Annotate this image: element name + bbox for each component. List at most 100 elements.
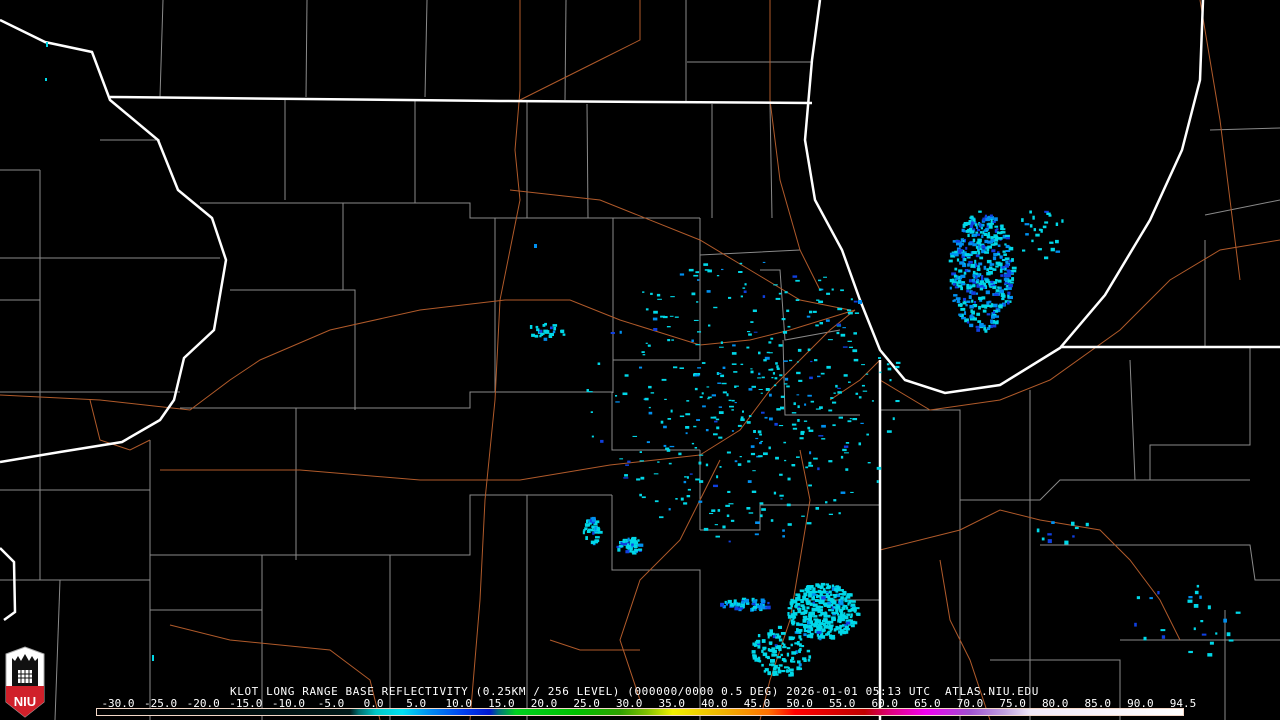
echo [961,255,966,258]
echo [977,320,982,323]
echo [985,290,990,295]
highway [699,309,856,456]
echo [879,371,882,374]
echo [1002,250,1006,253]
echo [963,271,967,275]
echo [770,337,774,340]
echo [842,624,846,627]
echo [871,400,874,402]
echo [766,656,770,660]
echo [806,649,811,653]
echo [750,370,754,374]
echo [726,393,729,397]
echo [977,248,980,253]
echo [615,401,620,403]
echo [990,303,994,307]
echo [1006,284,1009,288]
echo [1007,287,1012,290]
echo [820,372,825,375]
echo [965,246,968,250]
echo [707,269,712,273]
echo [840,617,845,622]
echo [961,283,966,286]
echo [666,449,671,452]
echo [842,604,845,608]
echo [694,374,700,377]
echo [867,462,871,464]
echo [997,286,1000,289]
echo [691,339,694,343]
echo [586,530,591,534]
echo [761,639,766,643]
echo [1188,650,1193,654]
echo [802,606,806,611]
echo [625,550,630,554]
echo [754,657,759,662]
echo [760,605,763,609]
echo [779,494,784,497]
echo [777,625,783,629]
echo [972,273,976,278]
highway [169,624,381,720]
echo [1006,273,1011,278]
echo [668,508,671,511]
echo [996,231,1000,234]
echo [667,418,672,420]
echo [955,297,961,301]
echo [786,647,791,650]
echo [742,287,746,289]
echo [807,658,811,662]
scale-label: 55.0 [828,697,856,710]
echo [620,541,624,545]
echo [740,605,745,609]
echo [979,231,983,234]
echo [821,596,826,600]
echo [715,535,721,538]
echo [726,514,730,518]
echo [819,585,823,590]
echo [986,313,991,316]
echo [837,391,842,394]
echo [811,596,816,601]
echo [969,224,974,229]
echo [753,430,756,433]
echo [851,600,856,603]
echo [770,519,774,522]
echo [983,282,987,287]
echo [982,230,985,235]
echo [957,241,962,245]
county-border [1129,347,1251,481]
echo [986,281,991,284]
echo [1011,258,1014,262]
echo [828,608,832,612]
echo [694,387,698,391]
echo [631,536,637,540]
echo [835,603,841,607]
echo [800,432,805,435]
echo [791,622,795,626]
echo [956,275,959,278]
echo [800,600,804,604]
echo [862,390,868,392]
echo [769,417,773,421]
echo [971,284,976,288]
echo [777,669,782,674]
echo [795,650,798,655]
echo [705,463,709,467]
echo [995,279,998,282]
echo [768,641,773,645]
echo [625,464,630,466]
echo [782,529,785,532]
echo [825,586,830,590]
echo [817,584,821,589]
echo [803,633,807,637]
echo [790,598,794,603]
echo [972,270,976,275]
echo [648,385,652,389]
color-scale-bar [96,708,1184,716]
echo [784,383,788,385]
echo [767,634,770,639]
echo [849,619,854,623]
echo [768,352,773,354]
